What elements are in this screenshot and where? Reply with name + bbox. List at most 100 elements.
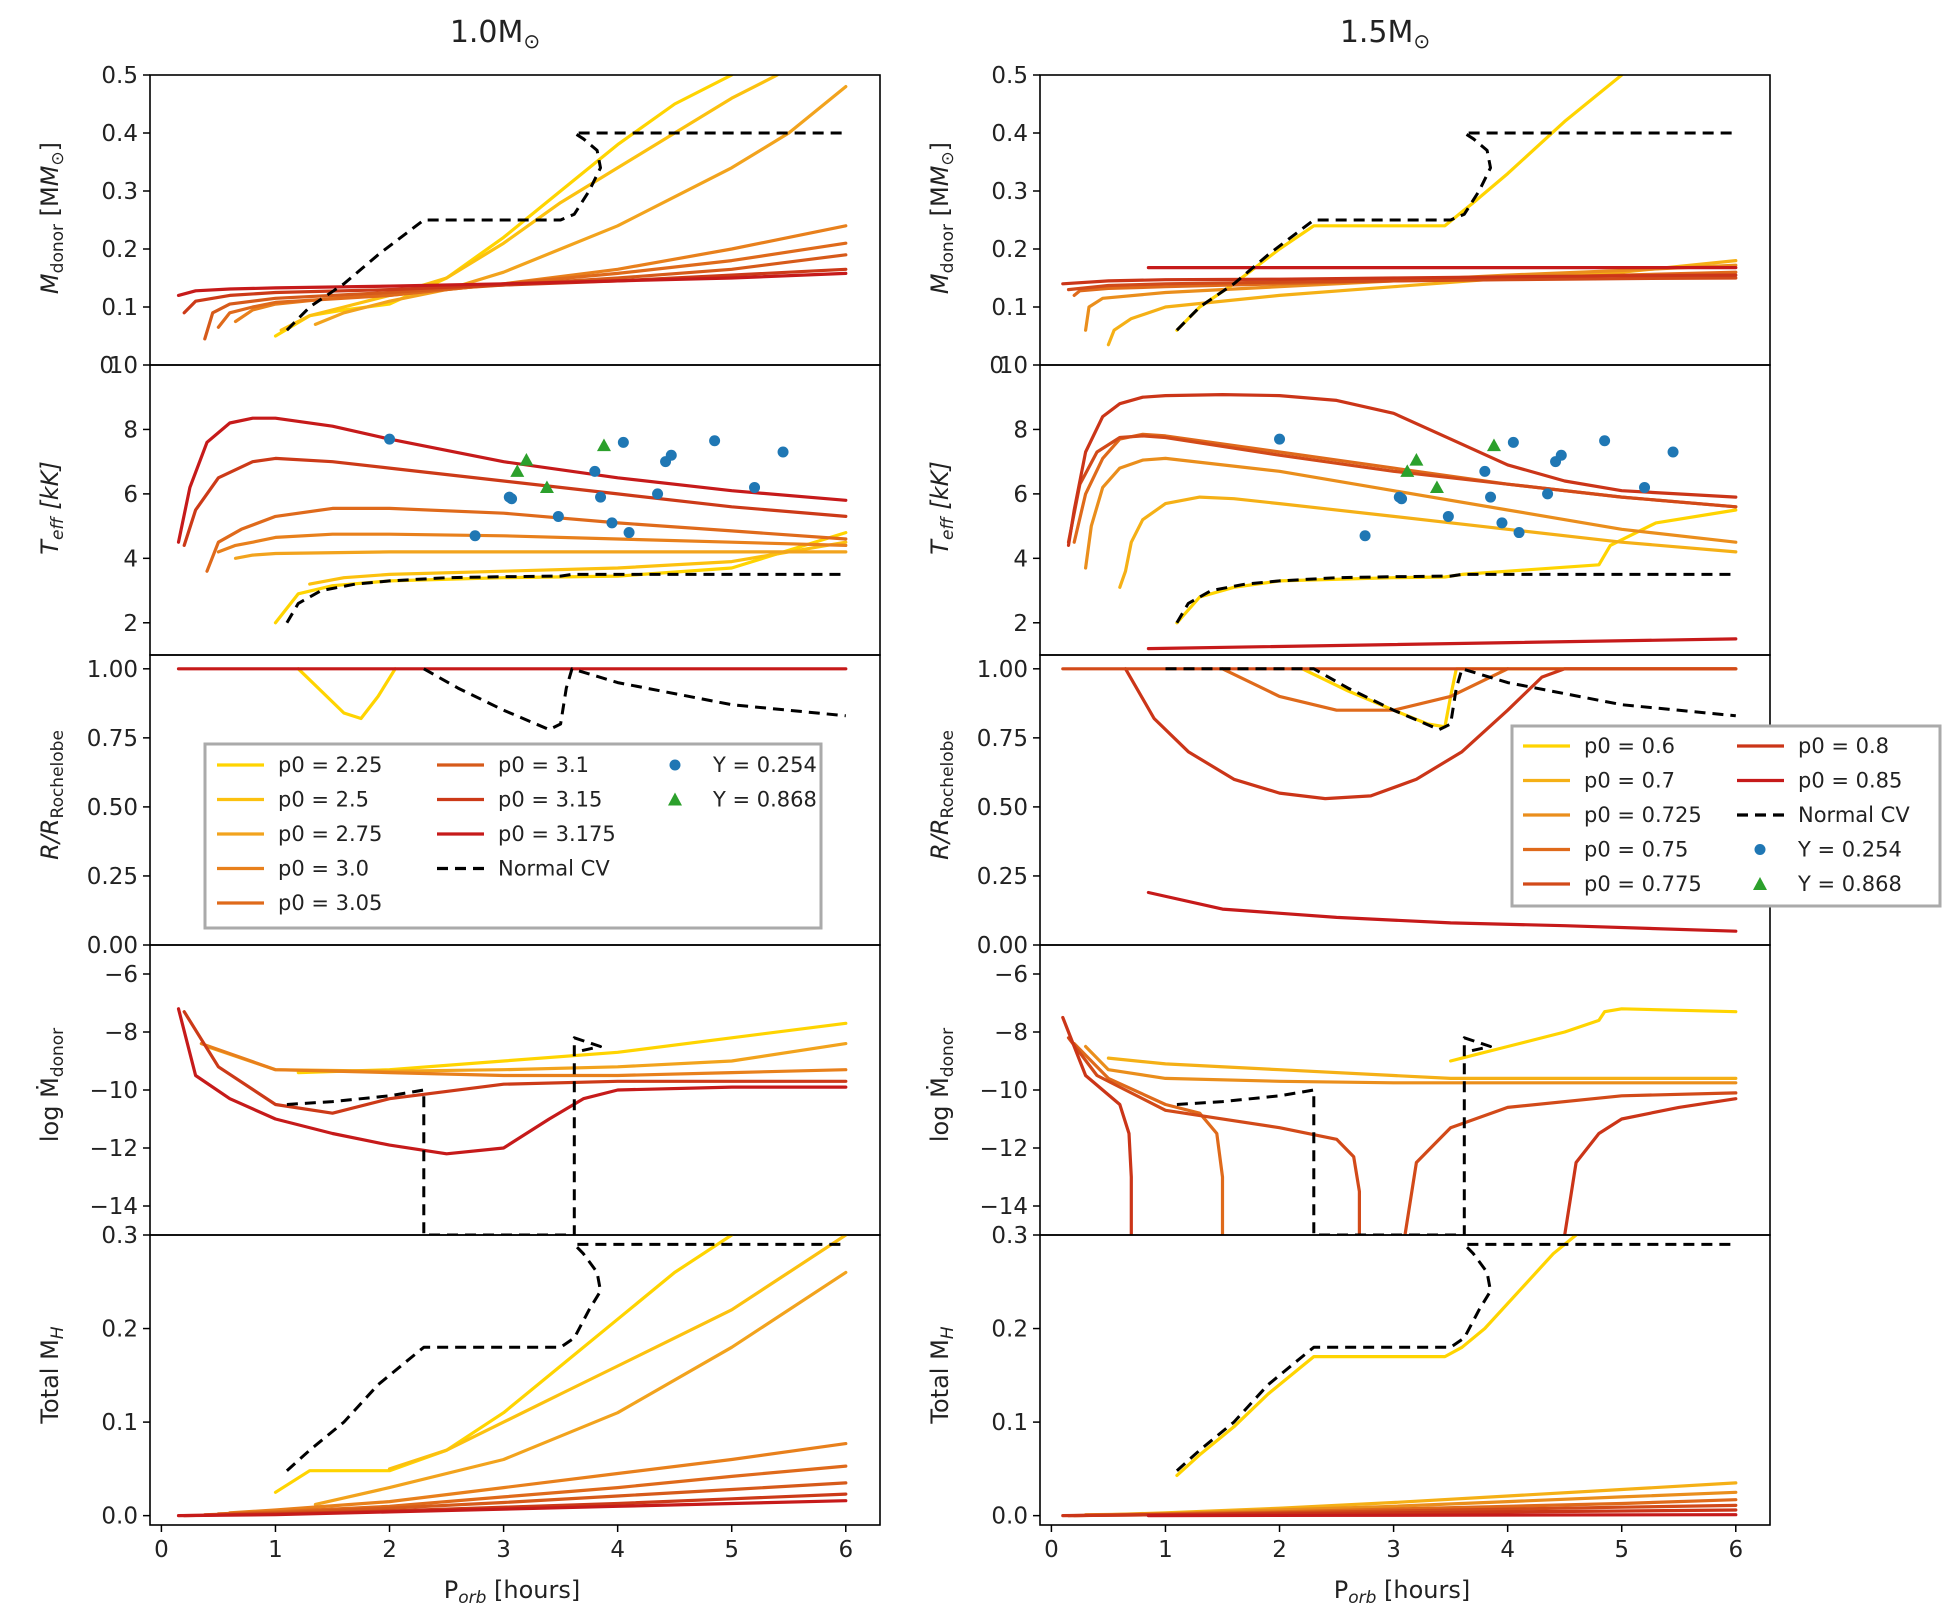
legend-label: p0 = 2.5: [278, 788, 369, 812]
legend-item-y-0-254: Y = 0.254: [669, 753, 817, 777]
legend-label: p0 = 3.15: [498, 788, 602, 812]
series-line-p0-2-25: [296, 667, 397, 721]
series-line-normal-cv: [285, 1242, 846, 1472]
series-line-normal-cv: [285, 131, 846, 332]
plot-frame: [1039, 364, 1771, 656]
panel-right-2: 2 4 6 8 10: [999, 353, 1771, 656]
data-point-y-0-254: [1599, 435, 1611, 447]
panels-group: 0.10.20.30.40.502468100.000.250.500.751.…: [87, 63, 1771, 1563]
y-tick-label: 0.0: [991, 1504, 1028, 1530]
series-line-normal-cv: [285, 572, 846, 624]
y-tick-label: 8: [1013, 417, 1028, 443]
series-line-p0-0-75: [1220, 667, 1510, 712]
legend-item-p0-0-7: p0 = 0.7: [1523, 769, 1675, 793]
y-tick-label: 0.3: [991, 1223, 1028, 1249]
data-point-y-0-254: [777, 446, 789, 458]
x-tick-label: 0: [1044, 1537, 1059, 1563]
y-tick-label: 0.3: [101, 1223, 138, 1249]
y-tick-label: 0.0: [101, 1504, 138, 1530]
y-tick-label: −8: [994, 1020, 1028, 1046]
y-tick-label: 0.00: [87, 933, 138, 959]
data-point-y-0-254: [749, 481, 761, 493]
x-tick-label: 1: [1158, 1537, 1173, 1563]
series-line-p0-2-5: [387, 1235, 848, 1471]
data-point-y-0-254: [1496, 517, 1508, 529]
legend-right: p0 = 0.6 p0 = 0.7 p0 = 0.725 p0 = 0.75 p0 = …: [1510, 724, 1942, 908]
series-line-p0-3-175: [176, 1499, 848, 1518]
data-point-y-0-254: [1555, 449, 1567, 461]
series-line-p0-0-7: [1106, 1056, 1738, 1081]
series-line-p0-0-6: [1175, 1235, 1578, 1478]
series-line-p0-0-775: [1066, 1036, 1362, 1235]
legend-label: p0 = 2.25: [278, 753, 382, 777]
series-line-p0-3-1: [203, 253, 848, 341]
legend-item-p0-2-5: p0 = 2.5: [217, 788, 369, 812]
column-title-right: 1.5M⊙: [1340, 15, 1430, 53]
y-tick-label: −10: [979, 1078, 1028, 1104]
series-line-p0-0-7: [1106, 259, 1738, 347]
legend-label: p0 = 3.175: [498, 822, 616, 846]
y-tick-label: 2: [1013, 611, 1028, 637]
legend-label: Y = 0.254: [1797, 838, 1902, 862]
y-label-radius-left: R/RRochelobe: [36, 730, 68, 860]
legend-item-p0-3-1: p0 = 3.1: [437, 753, 589, 777]
y-tick-label: 0.2: [101, 1317, 138, 1343]
y-tick-label: 0.3: [101, 179, 138, 205]
panel-right-4: −14 −12 −10 −8 −6: [979, 944, 1771, 1236]
series-line-p0-3-0: [216, 532, 848, 554]
data-point-y-0-254: [552, 510, 564, 522]
series-line-p0-3-15: [182, 267, 848, 315]
series-line-normal-cv: [1176, 1036, 1492, 1235]
legend-label: p0 = 0.725: [1584, 803, 1702, 827]
series-line-p0-0-775: [1066, 434, 1738, 544]
x-tick-label: 4: [1500, 1537, 1515, 1563]
legend-item-p0-2-75: p0 = 2.75: [217, 822, 382, 846]
data-point-y-0-254: [665, 449, 677, 461]
y-tick-label: 1.00: [87, 657, 138, 683]
panel-left-4: −14 −12 −10 −8 −6: [89, 944, 881, 1236]
y-tick-label: 0: [989, 353, 1004, 379]
panel-left-1: 0.1 0.2 0.3 0.4 0.5 0: [99, 63, 881, 379]
legend-label: Y = 0.868: [712, 788, 817, 812]
series-line-normal-cv: [1175, 572, 1736, 624]
legend-item-p0-2-25: p0 = 2.25: [217, 753, 382, 777]
x-tick-label: 5: [724, 1537, 739, 1563]
legend-item-y-0-254: Y = 0.254: [1754, 838, 1902, 862]
panel-right-1: 0.1 0.2 0.3 0.4 0.5 0: [989, 63, 1771, 379]
legend-marker-circle: [1754, 844, 1766, 855]
y-tick-label: −6: [994, 962, 1028, 988]
data-point-y-0-254: [1513, 527, 1525, 539]
column-title-left: 1.0M⊙: [450, 15, 540, 53]
data-point-y-0-254: [1359, 530, 1371, 542]
legend-item-y-0-868: Y = 0.868: [668, 788, 817, 812]
data-point-y-0-868: [596, 438, 611, 452]
series-line-p0-3-0: [199, 1041, 848, 1078]
series-line-p0-2-25: [273, 530, 848, 625]
data-point-y-0-254: [652, 488, 664, 500]
data-point-y-0-254: [1639, 481, 1651, 493]
series-line-p0-0-8: [1061, 273, 1738, 286]
y-tick-label: 0.00: [977, 933, 1028, 959]
y-label-teff-right: Teff [kK]: [926, 461, 958, 554]
series-line-p0-0-8: [1123, 667, 1738, 801]
y-tick-label: 1.00: [977, 657, 1028, 683]
data-point-y-0-254: [595, 491, 607, 503]
legend-item-p0-3-0: p0 = 3.0: [217, 857, 369, 881]
series-line-p0-0-6: [1175, 75, 1624, 332]
data-point-y-0-254: [1274, 433, 1286, 445]
x-tick-label: 6: [1728, 1537, 1743, 1563]
series-line-normal-cv: [1175, 1242, 1736, 1472]
plot-frame: [1039, 944, 1771, 1236]
data-point-y-0-254: [606, 517, 618, 529]
x-tick-label: 1: [268, 1537, 283, 1563]
legend-item-p0-0-85: p0 = 0.85: [1737, 769, 1902, 793]
y-tick-label: 0.5: [991, 63, 1028, 89]
y-label-radius-right: R/RRochelobe: [926, 730, 958, 860]
y-tick-label: −6: [104, 962, 138, 988]
series-line-p0-0-8: [1061, 1015, 1133, 1235]
x-tick-label: 0: [154, 1537, 169, 1563]
legend-item-p0-3-15: p0 = 3.15: [437, 788, 602, 812]
y-tick-label: 0.1: [101, 295, 138, 321]
series-line-p0-0-775-recovery: [1403, 1091, 1738, 1235]
